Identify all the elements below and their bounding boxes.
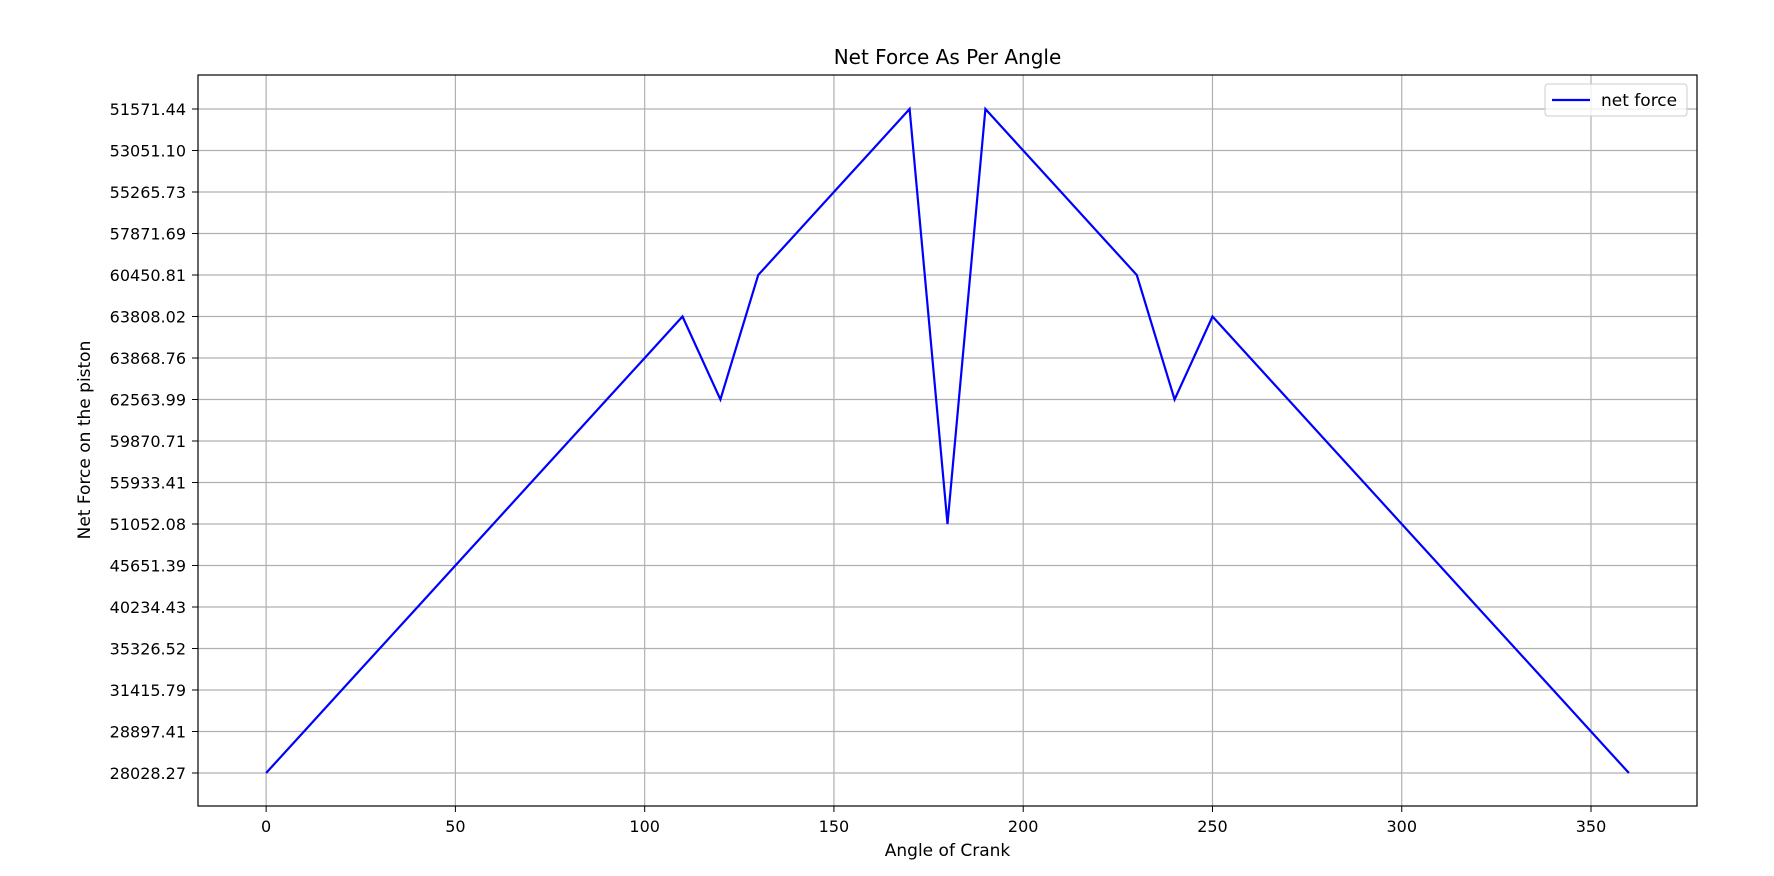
x-tick-label: 50 xyxy=(445,817,465,836)
legend-label: net force xyxy=(1601,91,1677,111)
y-tick-label: 35326.52 xyxy=(110,640,186,659)
chart-title: Net Force As Per Angle xyxy=(834,45,1062,69)
legend: net force xyxy=(1544,83,1688,117)
y-tick-label: 62563.99 xyxy=(110,391,186,410)
y-tick-label: 40234.43 xyxy=(110,598,186,617)
y-tick-label: 28028.27 xyxy=(110,764,186,783)
y-tick-label: 63868.76 xyxy=(110,349,186,368)
y-axis-label: Net Force on the piston xyxy=(75,341,95,540)
x-tick-label: 100 xyxy=(629,817,660,836)
x-tick-label: 350 xyxy=(1576,817,1607,836)
legend-box xyxy=(1544,83,1688,117)
x-tick-label: 150 xyxy=(819,817,850,836)
x-tick-label: 250 xyxy=(1197,817,1228,836)
y-tick-label: 28897.41 xyxy=(110,723,186,742)
y-tick-label: 31415.79 xyxy=(110,681,186,700)
y-tick-label: 53051.10 xyxy=(110,142,186,161)
y-tick-label: 59870.71 xyxy=(110,432,186,451)
x-tick-label: 0 xyxy=(261,817,271,836)
y-tick-label: 57871.69 xyxy=(110,225,186,244)
x-axis-label: Angle of Crank xyxy=(885,841,1011,861)
series-line-net-force xyxy=(265,106,1630,774)
y-tick-label: 51571.44 xyxy=(110,100,186,119)
x-tick-label: 300 xyxy=(1386,817,1417,836)
x-tick-label: 200 xyxy=(1008,817,1039,836)
x-axis-ticks: 0 50 100 150 200 250 300 350 xyxy=(261,806,1606,836)
y-tick-label: 55933.41 xyxy=(110,474,186,493)
plot-frame xyxy=(197,74,1698,807)
y-axis-ticks: 28028.27 28897.41 31415.79 35326.52 40234.43… xyxy=(110,100,198,783)
y-tick-label: 63808.02 xyxy=(110,308,186,327)
series-layer xyxy=(265,106,1630,774)
y-tick-label: 60450.81 xyxy=(110,266,186,285)
y-tick-label: 45651.39 xyxy=(110,557,186,576)
y-tick-label: 51052.08 xyxy=(110,515,186,534)
y-tick-label: 55265.73 xyxy=(110,183,186,202)
